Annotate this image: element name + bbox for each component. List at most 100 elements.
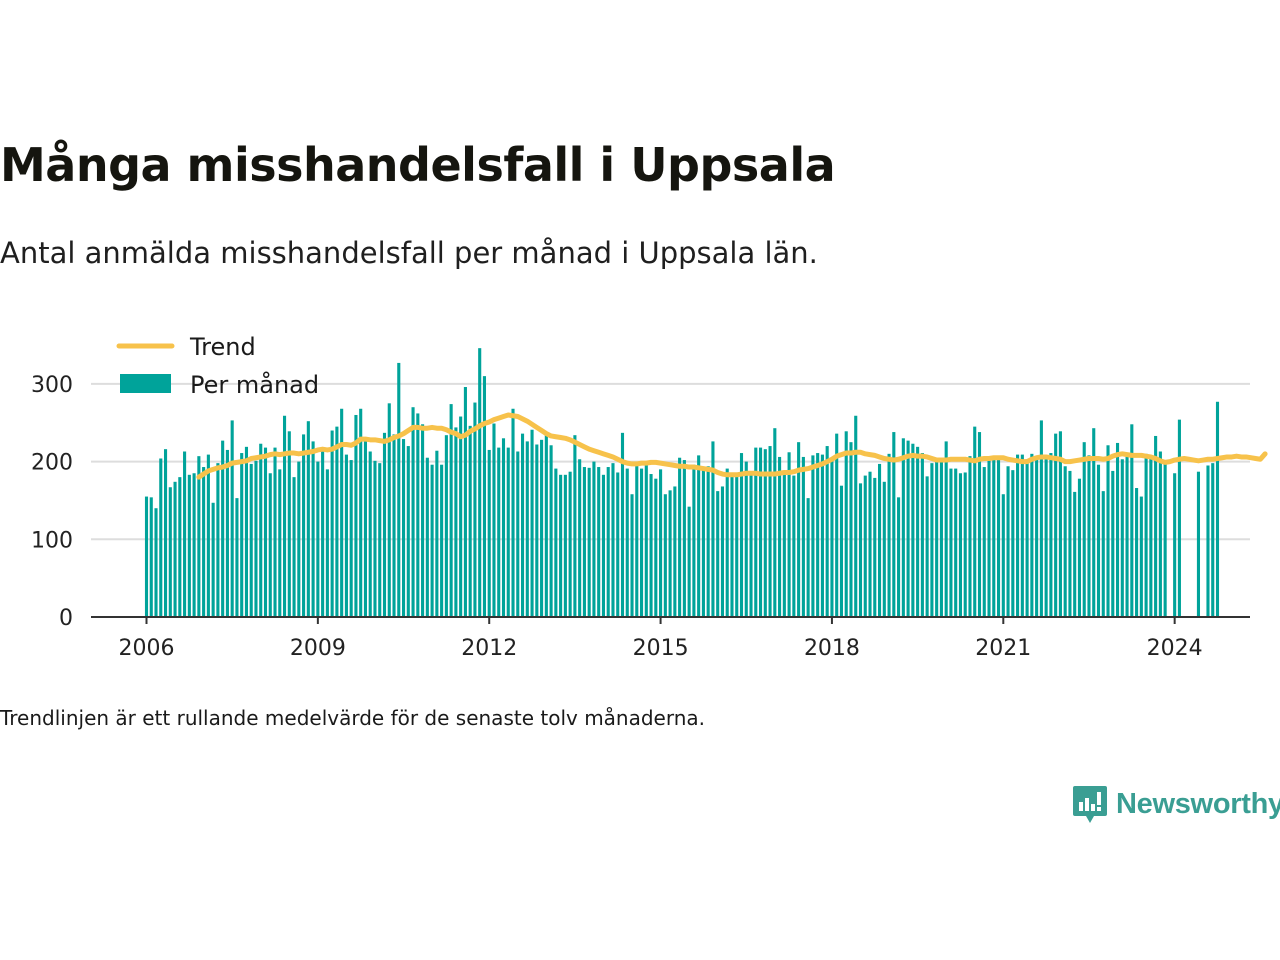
bar xyxy=(687,506,691,617)
bar xyxy=(920,453,924,617)
bar xyxy=(1092,428,1096,617)
bar xyxy=(982,467,986,617)
bar xyxy=(1020,454,1024,617)
bar xyxy=(1206,465,1210,618)
chart-subtitle: Antal anmälda misshandelsfall per månad … xyxy=(0,236,818,270)
bar xyxy=(378,463,382,617)
bar xyxy=(430,464,434,617)
bar xyxy=(240,453,244,617)
trend-line xyxy=(196,412,1268,480)
bar xyxy=(1173,473,1177,617)
bar xyxy=(830,457,834,617)
bar xyxy=(749,472,753,617)
bar xyxy=(844,431,848,617)
bar xyxy=(787,452,791,617)
bar xyxy=(797,442,801,617)
bar xyxy=(792,475,796,617)
bar xyxy=(544,432,548,617)
bar xyxy=(273,447,277,617)
bar xyxy=(1068,470,1072,617)
bar xyxy=(235,498,239,617)
x-tick-label: 2006 xyxy=(119,636,175,661)
bar xyxy=(1073,491,1077,617)
bar xyxy=(639,468,644,617)
bar xyxy=(1158,451,1162,617)
bar xyxy=(197,456,201,617)
bar xyxy=(297,461,301,617)
bar xyxy=(173,481,177,617)
bar xyxy=(244,446,249,617)
bar xyxy=(744,461,748,617)
bar xyxy=(520,433,525,617)
bar xyxy=(973,426,977,617)
bar xyxy=(497,447,501,617)
bar xyxy=(516,451,520,617)
y-tick-label: 0 xyxy=(59,606,73,631)
bar xyxy=(149,497,153,617)
bar xyxy=(954,468,958,617)
bar xyxy=(292,477,296,617)
bar xyxy=(854,415,858,617)
bar xyxy=(1025,459,1029,617)
bar xyxy=(977,432,982,617)
bar xyxy=(963,472,967,617)
bar xyxy=(706,466,710,617)
brand-logo[interactable]: Newsworthy xyxy=(1072,784,1280,824)
bar xyxy=(306,421,310,617)
bar xyxy=(620,432,625,617)
bar xyxy=(625,468,629,617)
bar xyxy=(768,446,772,617)
bar xyxy=(311,441,315,617)
bar xyxy=(287,431,291,617)
bar xyxy=(597,467,601,617)
bar xyxy=(349,460,353,617)
bar xyxy=(192,473,196,617)
bar xyxy=(839,485,844,617)
bar xyxy=(406,446,410,617)
bar xyxy=(1130,424,1134,617)
footnote: Trendlinjen är ett rullande medelvärde f… xyxy=(0,706,706,730)
bar xyxy=(730,473,734,617)
bar xyxy=(754,447,758,617)
bar xyxy=(535,444,539,617)
bar xyxy=(901,438,905,617)
bar xyxy=(816,453,820,617)
bar xyxy=(411,407,415,617)
x-tick-label: 2021 xyxy=(975,636,1031,661)
bar xyxy=(344,454,348,617)
bar xyxy=(835,433,839,617)
legend-trend-label: Trend xyxy=(189,333,256,361)
bar xyxy=(725,468,729,617)
bar xyxy=(254,460,258,617)
bar xyxy=(525,441,529,617)
bar xyxy=(1211,463,1215,617)
y-tick-label: 200 xyxy=(31,451,73,476)
bar xyxy=(930,463,934,617)
bar xyxy=(906,440,910,617)
bar xyxy=(863,475,867,617)
bar xyxy=(701,467,705,617)
bar xyxy=(739,453,744,617)
bar xyxy=(635,463,639,617)
bar xyxy=(401,439,406,617)
bar xyxy=(454,427,458,617)
bar xyxy=(1149,455,1153,617)
bar xyxy=(811,455,815,617)
bar xyxy=(916,446,920,617)
bar xyxy=(568,471,572,617)
bar xyxy=(1096,464,1101,617)
bar xyxy=(482,376,487,617)
bar xyxy=(692,464,696,617)
bar xyxy=(849,442,853,617)
bar xyxy=(987,459,991,617)
bar xyxy=(873,477,877,617)
bar xyxy=(958,473,963,617)
bar xyxy=(1058,431,1062,617)
bar xyxy=(663,494,667,617)
newsworthy-logo-icon xyxy=(1073,786,1107,823)
bar xyxy=(1125,456,1129,617)
bar xyxy=(425,457,429,617)
bar xyxy=(949,468,953,617)
bar xyxy=(825,446,829,617)
bar xyxy=(1163,462,1167,617)
